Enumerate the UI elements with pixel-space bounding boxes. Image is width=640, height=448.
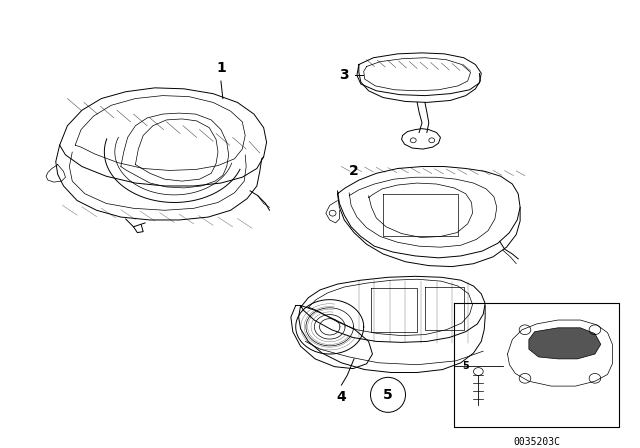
- Text: 5: 5: [462, 361, 468, 370]
- Text: 5: 5: [383, 388, 393, 402]
- Text: 0035203C: 0035203C: [513, 437, 560, 447]
- Text: 1: 1: [216, 61, 226, 75]
- Text: 2: 2: [349, 164, 359, 178]
- Text: 3: 3: [339, 68, 349, 82]
- Text: 4: 4: [337, 390, 346, 404]
- Polygon shape: [529, 328, 601, 359]
